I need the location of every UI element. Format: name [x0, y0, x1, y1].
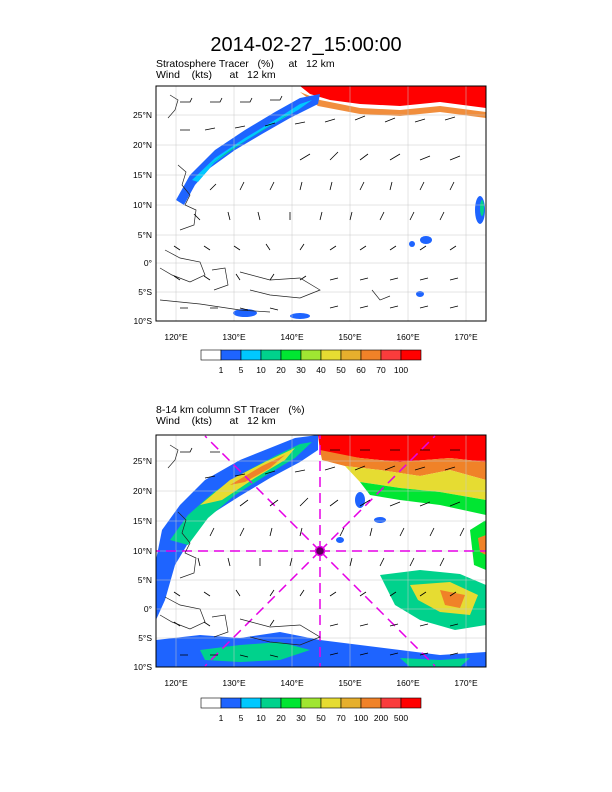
center-point-marker	[314, 545, 326, 557]
colorbar-swatch	[300, 349, 322, 361]
lon-label: 140°E	[280, 332, 304, 342]
colorbar-label: 100	[354, 713, 368, 723]
colorbar-swatch	[360, 697, 382, 709]
colorbar-swatch	[340, 349, 362, 361]
colorbar-label: 1	[219, 365, 224, 375]
lon-label: 130°E	[222, 332, 246, 342]
colorbar-swatch	[360, 349, 382, 361]
lat-label: 5°S	[138, 633, 152, 643]
lon-label: 160°E	[396, 332, 420, 342]
lat-label: 10°N	[133, 200, 152, 210]
lat-label: 5°N	[138, 230, 152, 240]
colorbar-label: 50	[316, 713, 326, 723]
panel2-map: 25°N 20°N 15°N 10°N 5°N 0° 5°S 10°S 120°…	[133, 434, 487, 688]
lat-label: 10°S	[133, 316, 152, 326]
panel2-subtitle-wind: Wind (kts) at 12 km	[156, 415, 276, 427]
panel2-colorbar: 1 5 10 20 30 50 70 100 200 500	[200, 697, 422, 723]
panel1-lat-axis: 25°N 20°N 15°N 10°N 5°N 0° 5°S 10°S	[133, 110, 152, 326]
lat-label: 15°N	[133, 170, 152, 180]
lat-label: 15°N	[133, 516, 152, 526]
lon-label: 120°E	[164, 332, 188, 342]
lon-label: 140°E	[280, 678, 304, 688]
colorbar-label: 5	[239, 365, 244, 375]
panel1-lon-axis: 120°E 130°E 140°E 150°E 160°E 170°E	[164, 332, 478, 342]
colorbar-label: 10	[256, 713, 266, 723]
colorbar-swatch	[320, 349, 342, 361]
lat-label: 5°S	[138, 287, 152, 297]
colorbar-swatch	[240, 349, 262, 361]
colorbar-swatch	[220, 349, 242, 361]
colorbar-label: 60	[356, 365, 366, 375]
lon-label: 130°E	[222, 678, 246, 688]
lon-label: 170°E	[454, 332, 478, 342]
colorbar-label: 200	[374, 713, 388, 723]
colorbar-swatch	[400, 697, 422, 709]
lat-label: 25°N	[133, 456, 152, 466]
panel2-tracer-high	[318, 435, 486, 462]
colorbar-swatch	[320, 697, 342, 709]
colorbar-label: 10	[256, 365, 266, 375]
colorbar-label: 5	[239, 713, 244, 723]
colorbar-label: 500	[394, 713, 408, 723]
colorbar-label: 30	[296, 365, 306, 375]
colorbar-swatch	[260, 697, 282, 709]
lat-label: 25°N	[133, 110, 152, 120]
cross-section-lines	[156, 435, 486, 667]
colorbar-swatch	[220, 697, 242, 709]
lat-label: 0°	[144, 604, 152, 614]
panel2-lon-axis: 120°E 130°E 140°E 150°E 160°E 170°E	[164, 678, 478, 688]
colorbar-label: 30	[296, 713, 306, 723]
colorbar-label: 70	[376, 365, 386, 375]
lon-label: 170°E	[454, 678, 478, 688]
lon-label: 150°E	[338, 678, 362, 688]
colorbar-label: 40	[316, 365, 326, 375]
colorbar-swatch	[380, 349, 402, 361]
colorbar-label: 100	[394, 365, 408, 375]
lon-label: 120°E	[164, 678, 188, 688]
lat-label: 20°N	[133, 486, 152, 496]
colorbar-label: 20	[276, 713, 286, 723]
panel2-subtitle-tracer: 8-14 km column ST Tracer (%)	[156, 404, 305, 416]
colorbar-swatch	[280, 349, 302, 361]
panel1-tracer-high	[300, 86, 486, 108]
plot-title: 2014-02-27_15:00:00	[210, 34, 402, 56]
panel1-subtitle-wind: Wind (kts) at 12 km	[156, 69, 276, 81]
colorbar-swatch	[240, 697, 262, 709]
panel1-map: 25°N 20°N 15°N 10°N 5°N 0° 5°S 10°S 120°…	[133, 85, 487, 342]
panel1-tracer-band-inner	[192, 100, 312, 182]
lat-label: 10°N	[133, 546, 152, 556]
colorbar-swatch	[260, 349, 282, 361]
colorbar-swatch	[200, 349, 222, 361]
colorbar-label: 20	[276, 365, 286, 375]
colorbar-label: 50	[336, 365, 346, 375]
panel1-tracer-orange	[300, 92, 486, 118]
lon-label: 160°E	[396, 678, 420, 688]
colorbar-swatch	[340, 697, 362, 709]
lat-label: 5°N	[138, 575, 152, 585]
panel1-colorbar: 1 5 10 20 30 40 50 60 70 100	[200, 349, 422, 375]
lat-label: 20°N	[133, 140, 152, 150]
lat-label: 10°S	[133, 662, 152, 672]
colorbar-swatch	[280, 697, 302, 709]
panel1-subtitle-tracer: Stratosphere Tracer (%) at 12 km	[156, 58, 335, 70]
colorbar-label: 1	[219, 713, 224, 723]
colorbar-swatch	[380, 697, 402, 709]
panel1-tracer-band	[176, 94, 320, 205]
lon-label: 150°E	[338, 332, 362, 342]
colorbar-swatch	[200, 697, 222, 709]
panel2-lat-axis: 25°N 20°N 15°N 10°N 5°N 0° 5°S 10°S	[133, 456, 152, 672]
colorbar-swatch	[400, 349, 422, 361]
colorbar-label: 70	[336, 713, 346, 723]
colorbar-swatch	[300, 697, 322, 709]
lat-label: 0°	[144, 258, 152, 268]
